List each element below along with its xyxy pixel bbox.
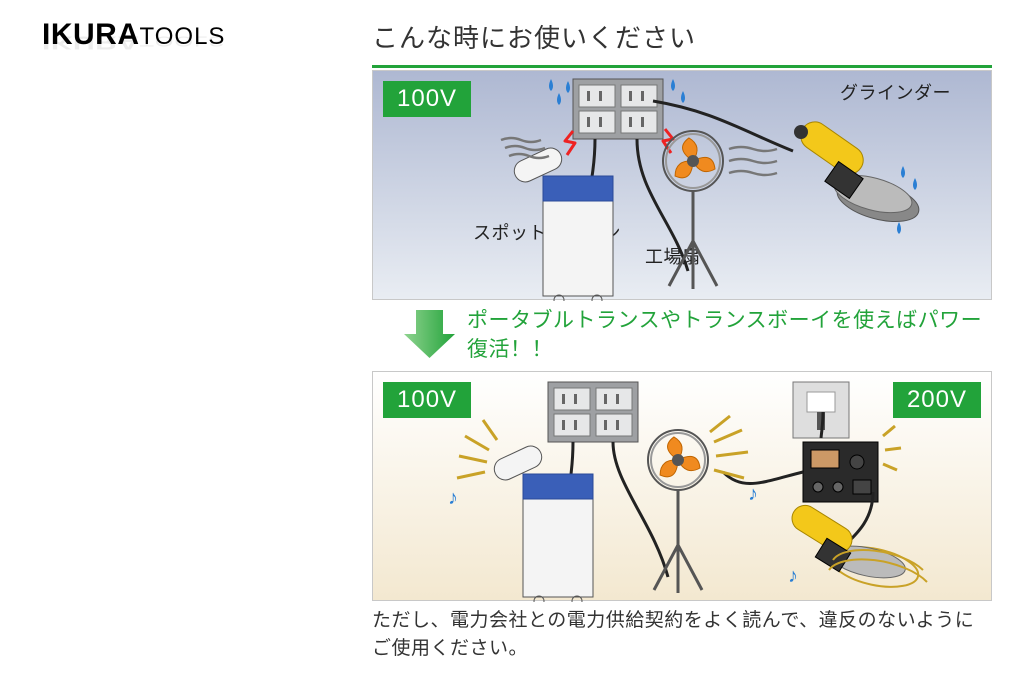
music-note-icon: ♪	[788, 565, 798, 587]
panel-bottom-illustration: ♪	[373, 372, 993, 602]
aircon-icon	[501, 138, 613, 301]
grinder-icon	[794, 116, 923, 234]
outlet-icon	[548, 382, 638, 442]
outlet-icon	[573, 79, 663, 139]
title-rule	[372, 65, 992, 68]
panel-solution: 100V 200V	[372, 371, 992, 601]
music-note-icon: ♪	[748, 483, 758, 505]
arrow-down-icon	[402, 306, 457, 361]
aircon-icon: ♪	[448, 420, 593, 602]
footnote: ただし、電力会社との電力供給契約をよく読んで、違反のないようにご使用ください。	[372, 607, 992, 664]
page-title: こんな時にお使いください	[372, 18, 992, 55]
grinder-icon: ♪	[787, 500, 927, 593]
main-column: こんな時にお使いください 100V グラインダー スポットエアコン 工場扇	[372, 18, 992, 664]
fan-icon	[663, 131, 777, 289]
solution-text: ポータブルトランスやトランスボーイを使えばパワー復活！！	[467, 306, 992, 365]
brand-logo-reflection: IKURATOOLS	[42, 32, 225, 52]
panel-top-illustration	[373, 71, 993, 301]
music-note-icon: ♪	[448, 487, 458, 509]
panel-problem: 100V グラインダー スポットエアコン 工場扇	[372, 70, 992, 300]
solution-row: ポータブルトランスやトランスボーイを使えばパワー復活！！	[372, 306, 992, 365]
